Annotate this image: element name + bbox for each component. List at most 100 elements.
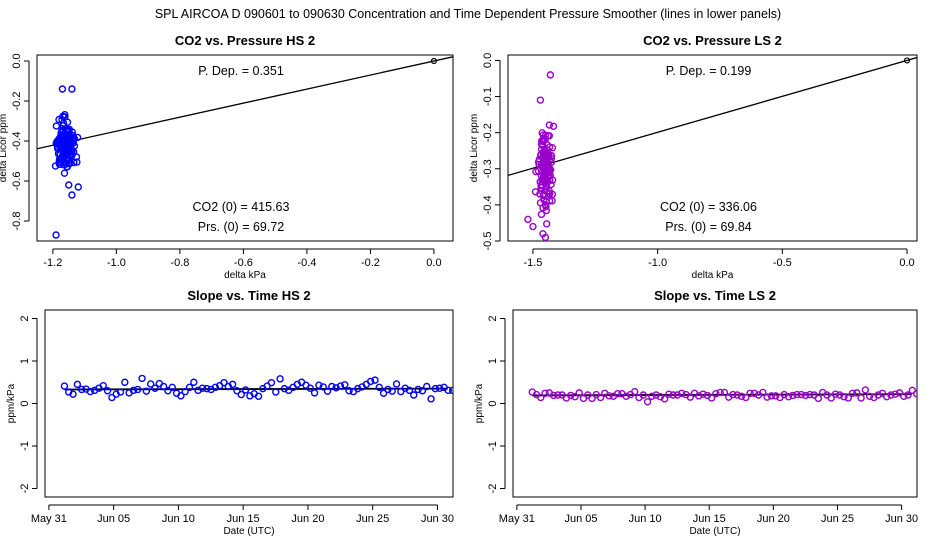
data-point <box>68 191 76 199</box>
data-point <box>540 171 549 180</box>
data-point <box>159 382 168 391</box>
data-point <box>536 190 544 198</box>
x-tick-label: -0.2 <box>361 257 380 269</box>
x-tick-label: Jun 20 <box>291 513 324 525</box>
data-point <box>341 381 349 389</box>
data-point <box>669 391 677 399</box>
data-point <box>545 121 554 129</box>
data-point <box>59 132 68 141</box>
data-point <box>763 393 771 401</box>
data-point <box>435 384 444 392</box>
data-point <box>99 381 107 390</box>
co2-zero-annotation: CO2 (0) = 415.63 <box>193 200 290 214</box>
data-point <box>427 395 435 403</box>
data-point <box>742 393 750 402</box>
data-point <box>900 392 908 400</box>
data-point <box>746 389 754 397</box>
data-point <box>861 386 870 394</box>
data-layer <box>37 56 453 239</box>
data-point <box>414 385 422 394</box>
x-tick-label: -1.0 <box>107 257 126 269</box>
co2-zero-annotation: CO2 (0) = 336.06 <box>660 200 757 214</box>
x-tick-label: -1.5 <box>523 257 542 269</box>
data-point <box>588 394 596 403</box>
data-point <box>566 391 575 400</box>
x-tick-label: -0.4 <box>297 257 316 269</box>
data-point <box>652 391 660 399</box>
data-point <box>220 378 228 387</box>
data-point <box>59 151 67 159</box>
y-tick-label: -0.4 <box>482 195 494 214</box>
panel-co2-vs-pressure-ls: CO2 vs. Pressure LS 2 -1.5 -1.0 -0.5 0.0 delt… <box>469 33 918 281</box>
data-point <box>74 183 82 191</box>
data-point <box>631 387 639 396</box>
data-point <box>65 181 73 189</box>
panel-slope-vs-time-hs: Slope vs. Time HS 2 May 31 Jun 05 Jun 10 Jun… <box>6 288 454 537</box>
data-point <box>806 390 814 399</box>
data-point <box>541 150 549 158</box>
data-point <box>103 387 112 395</box>
data-point <box>887 391 895 399</box>
data-point <box>554 391 562 399</box>
data-point <box>571 393 579 401</box>
data-point <box>729 390 737 399</box>
panel-title: Slope vs. Time HS 2 <box>187 288 310 303</box>
data-point <box>836 391 844 399</box>
data-point <box>185 383 194 392</box>
data-point <box>771 392 780 400</box>
data-point <box>56 133 65 141</box>
data-point <box>865 392 874 400</box>
data-point <box>134 385 142 394</box>
data-point <box>622 392 630 400</box>
x-tick-label: -1.0 <box>648 257 667 269</box>
data-point <box>712 390 720 398</box>
data-point <box>767 392 776 400</box>
x-tick-label: May 31 <box>499 513 535 525</box>
data-point <box>793 390 801 399</box>
x-tick-label: Jun 30 <box>885 513 918 525</box>
pdep-annotation: P. Dep. = 0.351 <box>198 64 284 78</box>
data-point <box>52 231 60 239</box>
data-point <box>254 392 263 400</box>
data-point <box>60 169 69 177</box>
data-point <box>60 147 69 155</box>
data-point <box>883 393 891 401</box>
data-point <box>759 388 767 397</box>
data-point <box>60 142 69 151</box>
panel-title: CO2 vs. Pressure LS 2 <box>643 33 782 48</box>
data-point <box>613 390 622 398</box>
x-tick-label: 0.0 <box>426 257 441 269</box>
data-point <box>874 391 882 399</box>
data-point <box>540 196 548 204</box>
data-point <box>237 390 245 399</box>
data-point <box>72 153 81 161</box>
data-point <box>315 381 323 389</box>
data-point <box>431 384 440 393</box>
data-point <box>405 386 414 395</box>
data-point <box>418 387 427 395</box>
data-point <box>529 222 537 231</box>
data-point <box>840 393 848 401</box>
y-tick-label: -0.2 <box>482 123 494 142</box>
data-point <box>67 141 75 149</box>
data-layer <box>508 56 917 241</box>
data-point <box>211 383 220 392</box>
data-point <box>319 383 327 391</box>
y-axis-label: ppm/kPa <box>6 383 17 423</box>
y-tick-label: 1 <box>19 358 31 364</box>
data-point <box>695 392 703 400</box>
data-point <box>168 383 176 392</box>
data-point <box>801 391 810 400</box>
data-point <box>665 390 673 398</box>
data-point <box>737 392 746 400</box>
data-point <box>73 158 81 166</box>
y-tick-label: -0.6 <box>11 172 23 191</box>
y-tick-label: 0.0 <box>482 53 494 68</box>
data-point <box>537 393 545 402</box>
data-point <box>129 386 138 395</box>
data-point <box>789 391 797 400</box>
data-point <box>68 85 76 93</box>
plot-frame <box>44 309 454 498</box>
data-point <box>63 133 72 141</box>
data-point <box>73 380 82 389</box>
